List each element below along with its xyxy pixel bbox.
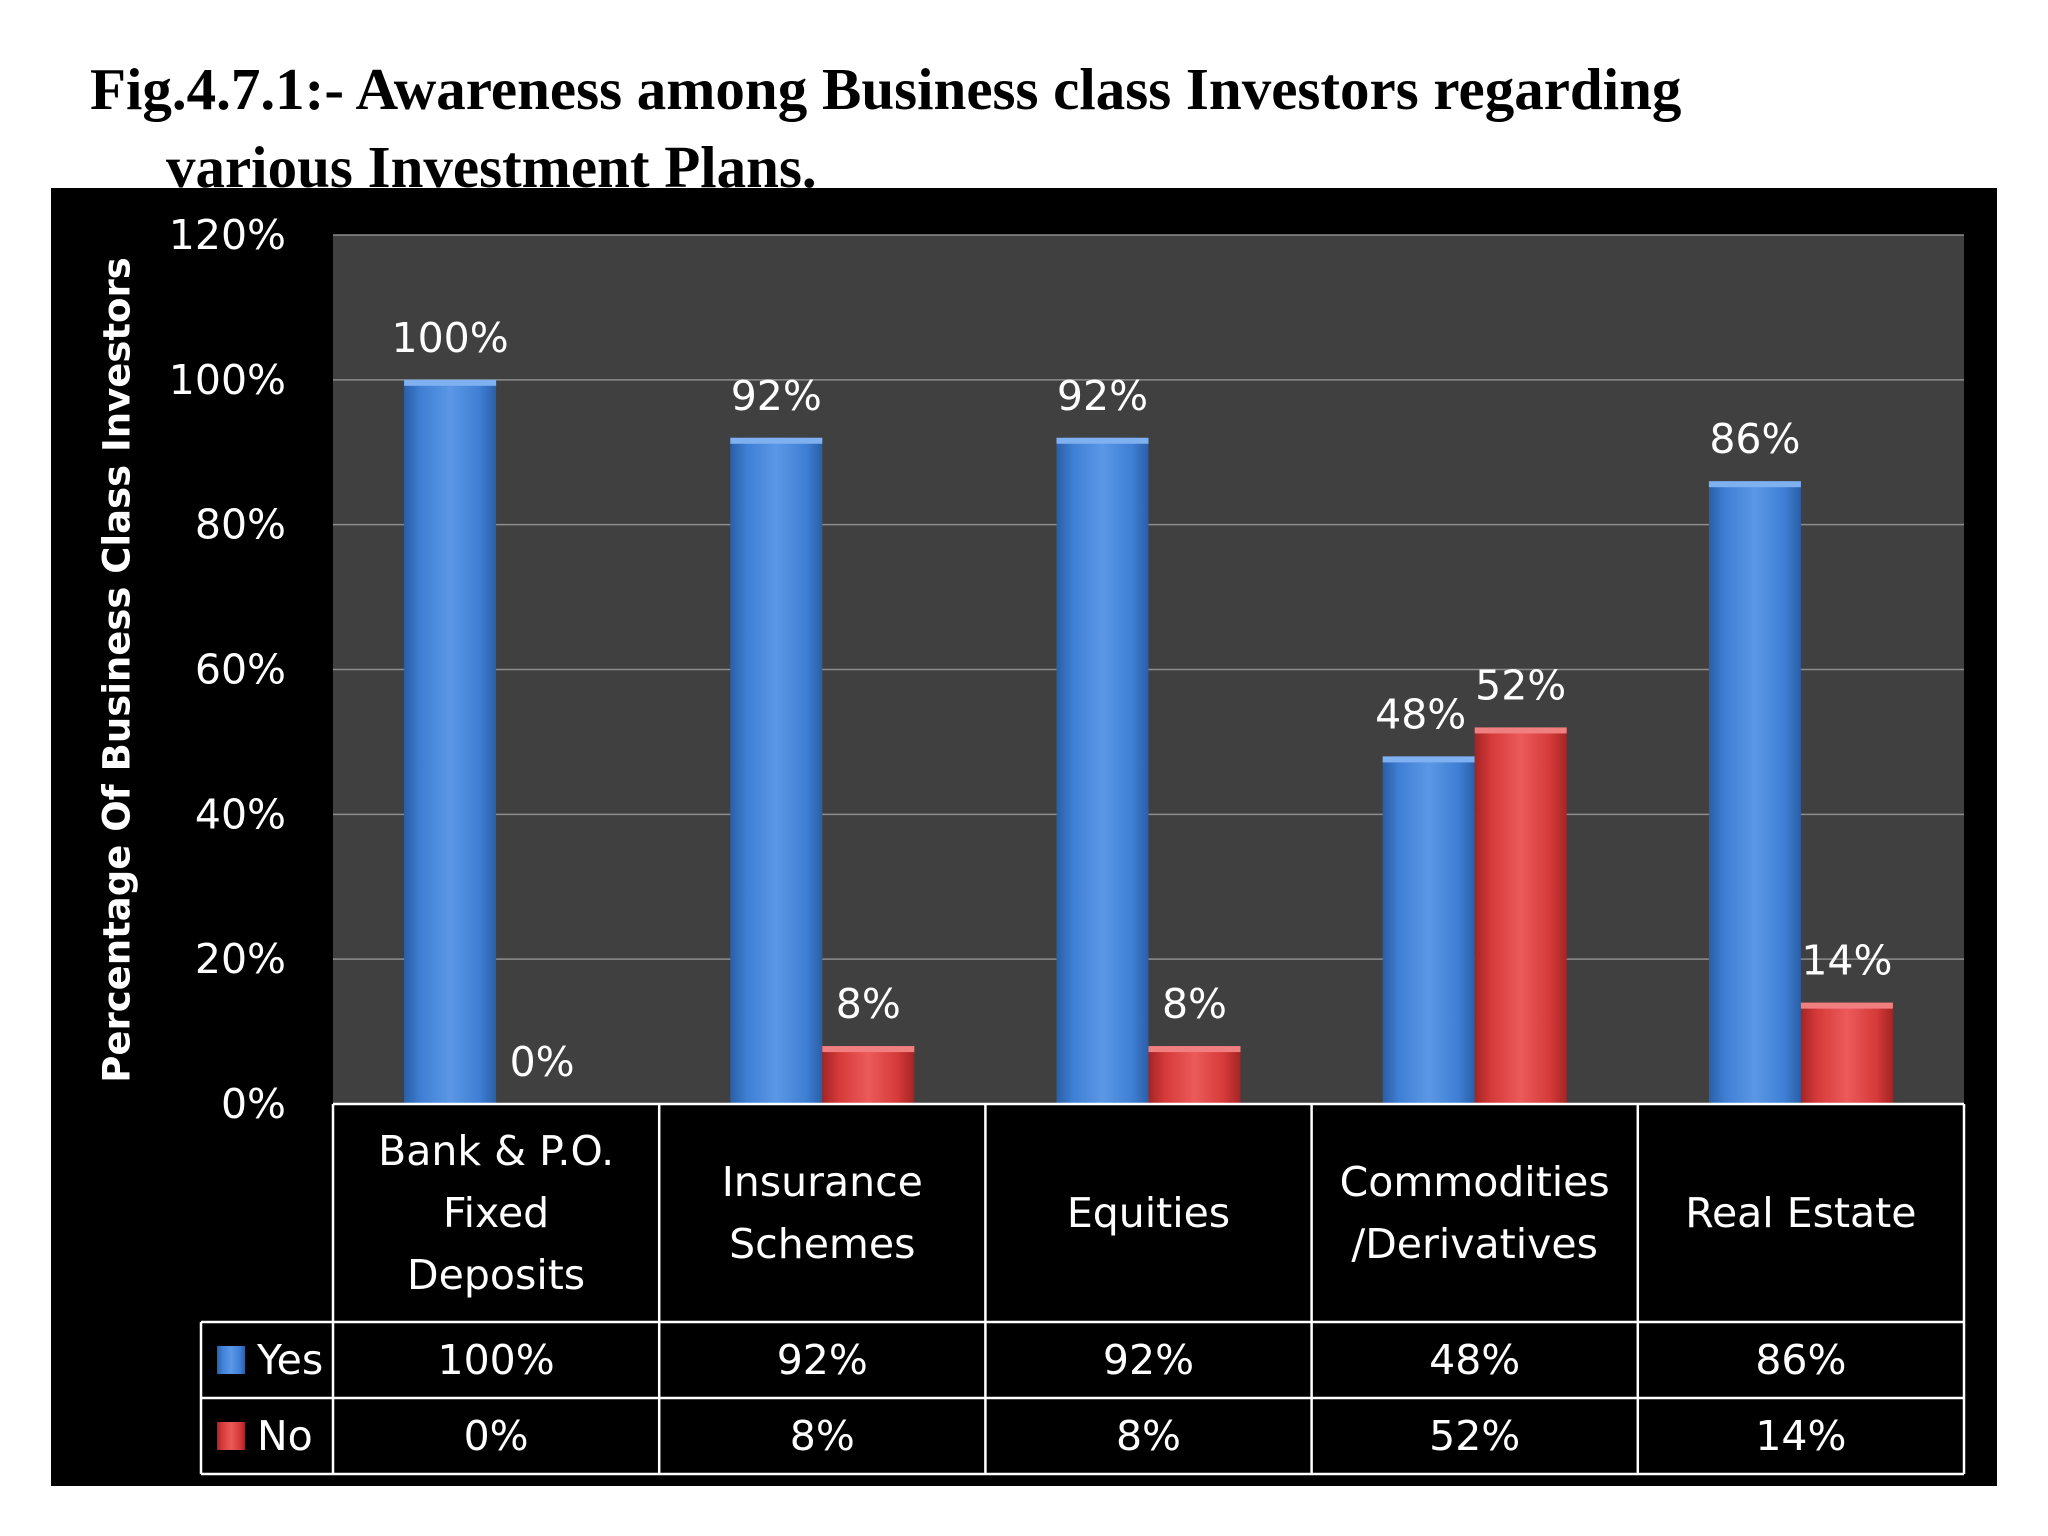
- data-label-no: 8%: [1162, 980, 1227, 1028]
- table-cell: 100%: [437, 1336, 554, 1384]
- bar-yes: [404, 379, 497, 1104]
- data-label-no: 0%: [510, 1038, 575, 1086]
- legend-key-yes: [217, 1346, 245, 1374]
- category-label: Commodities: [1340, 1158, 1610, 1206]
- bar-top-no: [1800, 1002, 1893, 1009]
- category-label: Deposits: [407, 1251, 585, 1299]
- bar-top-no: [1474, 727, 1567, 734]
- data-label-yes: 92%: [731, 372, 822, 420]
- data-label-no: 8%: [836, 980, 901, 1028]
- bar-yes: [1382, 756, 1475, 1104]
- figure-title: Fig.4.7.1:- Awareness among Business cla…: [90, 50, 1990, 206]
- category-label: Bank & P.O.: [378, 1127, 614, 1175]
- y-tick-label: 120%: [169, 211, 286, 259]
- bar-no: [1800, 1002, 1893, 1104]
- y-tick-label: 0%: [221, 1080, 286, 1128]
- bar-top-no: [1148, 1046, 1241, 1053]
- category-label: Equities: [1067, 1189, 1230, 1237]
- legend-key-no: [217, 1422, 245, 1450]
- y-tick-label: 40%: [195, 790, 286, 838]
- bar-yes: [1056, 437, 1149, 1104]
- table-cell: 8%: [1116, 1412, 1181, 1460]
- bar-no: [1474, 727, 1567, 1104]
- figure-title-line-1: Fig.4.7.1:- Awareness among Business cla…: [90, 56, 1682, 122]
- table-cell: 14%: [1755, 1412, 1846, 1460]
- table-cell: 92%: [777, 1336, 868, 1384]
- bar-yes: [1708, 481, 1801, 1104]
- bar-top-yes: [1708, 481, 1801, 488]
- table-cell: 86%: [1755, 1336, 1846, 1384]
- category-label: Fixed: [443, 1189, 549, 1237]
- bar-top-yes: [1056, 437, 1149, 444]
- category-label: Schemes: [729, 1220, 915, 1268]
- bar-no: [822, 1046, 915, 1104]
- legend-label-no: No: [257, 1412, 313, 1460]
- y-axis-label: Percentage Of Business Class Investors: [96, 257, 139, 1082]
- bar-chart: 0% 20% 40% 60% 80% 100% 120% Percentage Of Busi…: [96, 211, 1966, 1476]
- y-tick-label: 20%: [195, 935, 286, 983]
- data-label-no: 14%: [1801, 937, 1892, 985]
- table-cell: 0%: [464, 1412, 529, 1460]
- bar-top-yes: [404, 379, 497, 386]
- data-label-no: 52%: [1475, 661, 1566, 709]
- bar-top-yes: [730, 437, 823, 444]
- category-label: Real Estate: [1685, 1189, 1916, 1237]
- table-cell: 8%: [790, 1412, 855, 1460]
- table-cell: 92%: [1103, 1336, 1194, 1384]
- bar-no: [1148, 1046, 1241, 1104]
- data-label-yes: 100%: [391, 314, 508, 362]
- legend-label-yes: Yes: [256, 1336, 323, 1384]
- bar-yes: [730, 437, 823, 1104]
- y-tick-label: 80%: [195, 501, 286, 549]
- chart-panel: 0% 20% 40% 60% 80% 100% 120% Percentage Of Busi…: [51, 188, 1997, 1486]
- table-cell: 48%: [1429, 1336, 1520, 1384]
- y-tick-label: 60%: [195, 646, 286, 694]
- bar-top-no: [822, 1046, 915, 1053]
- y-tick-label: 100%: [169, 356, 286, 404]
- data-label-yes: 92%: [1057, 372, 1148, 420]
- category-label: /Derivatives: [1351, 1220, 1598, 1268]
- bar-top-yes: [1382, 756, 1475, 763]
- category-label: Insurance: [722, 1158, 923, 1206]
- table-cell: 52%: [1429, 1412, 1520, 1460]
- data-label-yes: 86%: [1709, 415, 1800, 463]
- data-label-yes: 48%: [1375, 690, 1466, 738]
